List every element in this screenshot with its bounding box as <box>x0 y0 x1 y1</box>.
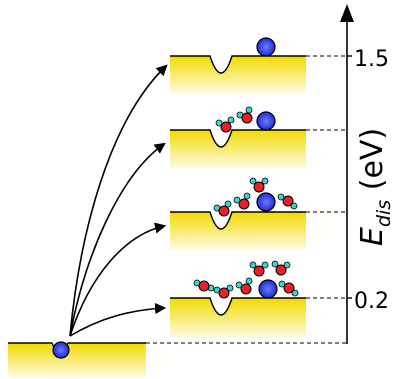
adatom-icon <box>52 341 70 359</box>
axis-label-subscript: dis <box>373 200 395 227</box>
water-molecule-icon <box>271 260 291 276</box>
slab-level-2 <box>170 130 306 168</box>
water-molecule-icon <box>213 284 234 299</box>
axis-arrow-icon <box>340 4 354 22</box>
water-molecule-icon <box>233 192 251 210</box>
water-molecule-icon <box>277 193 298 210</box>
transition-arrows <box>69 64 168 337</box>
tick-label-bottom: 0.2 <box>354 289 389 314</box>
slab-surface-level-4 <box>170 297 306 316</box>
axis-label: Edis (eV) <box>355 128 395 246</box>
initial-state <box>8 341 146 378</box>
water-molecule-icon <box>249 261 269 277</box>
state-level-4 <box>170 260 306 338</box>
water-molecule-icon <box>193 279 215 292</box>
slab-surface-level-3 <box>170 211 306 230</box>
adatom-icon <box>258 279 278 299</box>
arrow-to-level-1 <box>69 64 168 337</box>
energy-axis: 1.5 0.2 Edis (eV) <box>340 4 395 344</box>
state-level-2 <box>170 106 306 168</box>
slab-surface-level-2 <box>170 129 306 148</box>
water-molecule-icon <box>236 106 253 124</box>
water-molecule-icon <box>278 280 299 297</box>
energy-level-lines <box>146 55 347 344</box>
arrow-to-level-2 <box>69 142 166 337</box>
slab-level-3 <box>170 212 306 250</box>
state-level-3 <box>170 177 306 250</box>
water-molecule-icon <box>215 116 235 133</box>
tick-label-top: 1.5 <box>354 47 389 72</box>
water-molecule-icon <box>213 200 232 217</box>
arrow-to-level-3 <box>69 222 167 337</box>
adatom-icon <box>256 111 276 131</box>
slab-level-4 <box>170 298 306 338</box>
adatom-icon <box>256 192 276 212</box>
axis-label-symbol: E <box>355 227 390 246</box>
axis-label-unit: (eV) <box>355 128 390 200</box>
water-molecule-icon <box>249 177 269 193</box>
state-level-1 <box>170 37 306 94</box>
initial-slab <box>8 343 146 378</box>
slab-surface-level-1 <box>170 55 306 74</box>
adatom-icon <box>256 37 276 57</box>
slab-level-1 <box>170 56 306 94</box>
arrow-to-level-4 <box>69 302 167 337</box>
water-molecule-icon <box>235 277 253 295</box>
